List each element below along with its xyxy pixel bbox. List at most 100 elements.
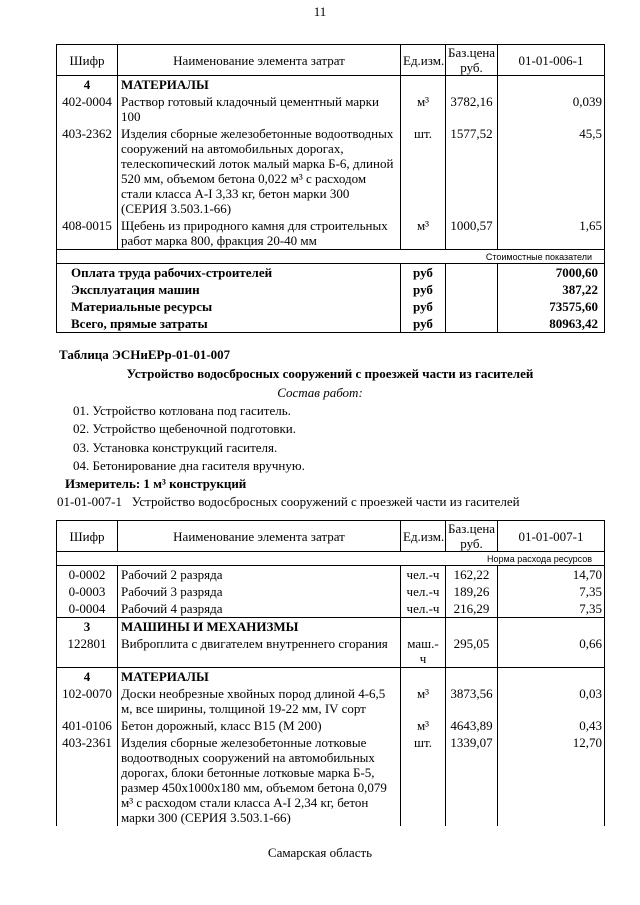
resource-price: 3782,16 — [445, 93, 498, 125]
section-code: 3 — [56, 617, 118, 635]
resource-unit: м³ — [400, 717, 446, 734]
resource-unit: м³ — [400, 685, 446, 717]
norm-code: 01-01-007-1 — [57, 494, 122, 509]
resource-price: 4643,89 — [445, 717, 498, 734]
price-cell — [445, 617, 498, 635]
total-value: 7000,60 — [497, 263, 605, 281]
header-name: Наименование элемента затрат — [117, 520, 401, 552]
resource-qty: 0,03 — [497, 685, 605, 717]
resource-code: 408-0015 — [56, 217, 118, 250]
table-row: 0-0004 Рабочий 4 разряда чел.-ч 216,29 7,35 — [56, 600, 605, 618]
total-row: Всего, прямые затраты руб 80963,42 — [56, 315, 605, 333]
resource-price: 1000,57 — [445, 217, 498, 250]
unit-cell — [400, 667, 446, 685]
resource-name: Изделия сборные железобетонные лотковые … — [117, 734, 401, 826]
resource-name: Доски необрезные хвойных пород длиной 4-… — [117, 685, 401, 717]
resource-qty: 0,43 — [497, 717, 605, 734]
total-unit: руб — [400, 315, 446, 333]
resource-qty: 14,70 — [497, 565, 605, 583]
resource-qty: 0,039 — [497, 93, 605, 125]
caption-row: Стоимостные показатели — [56, 249, 605, 264]
header-norm: 01-01-006-1 — [497, 44, 605, 76]
resource-code: 403-2362 — [56, 125, 118, 217]
table-row: 0-0003 Рабочий 3 разряда чел.-ч 189,26 7,35 — [56, 583, 605, 600]
total-value: 80963,42 — [497, 315, 605, 333]
norm-line: 01-01-007-1 Устройство водосбросных соор… — [57, 494, 520, 510]
total-unit: руб — [400, 281, 446, 298]
resource-price: 3873,56 — [445, 685, 498, 717]
total-row: Материальные ресурсы руб 73575,60 — [56, 298, 605, 315]
header-unit: Ед.изм. — [400, 520, 446, 552]
section-name: МАШИНЫ И МЕХАНИЗМЫ — [117, 617, 401, 635]
measure: Измеритель: 1 м³ конструкций — [65, 476, 247, 491]
norm-name: Устройство водосбросных сооружений с про… — [131, 494, 520, 509]
resource-qty: 0,66 — [497, 635, 605, 668]
resource-name: Изделия сборные железобетонные водоотвод… — [117, 125, 401, 217]
total-row: Оплата труда рабочих-строителей руб 7000,6… — [56, 263, 605, 281]
resource-qty: 45,5 — [497, 125, 605, 217]
resource-name: Щебень из природного камня для строитель… — [117, 217, 401, 250]
resource-table-006: Шифр Наименование элемента затрат Ед.изм… — [56, 44, 605, 333]
resource-name: Виброплита с двигателем внутреннего сгор… — [117, 635, 401, 668]
resource-name: Рабочий 4 разряда — [117, 600, 401, 618]
resource-table-007: Шифр Наименование элемента затрат Ед.изм… — [56, 520, 605, 826]
works-heading: Состав работ: — [277, 385, 363, 400]
resource-qty: 7,35 — [497, 600, 605, 618]
resource-code: 0-0004 — [56, 600, 118, 618]
resource-price: 216,29 — [445, 600, 498, 618]
page-number: 11 — [313, 4, 327, 19]
total-unit: руб — [400, 263, 446, 281]
table-row: 403-2362 Изделия сборные железобетонные в… — [56, 125, 605, 217]
resource-name: Бетон дорожный, класс В15 (М 200) — [117, 717, 401, 734]
resource-code: 0-0002 — [56, 565, 118, 583]
section-title: Устройство водосбросных сооружений с про… — [126, 366, 534, 381]
caption-row: Норма расхода ресурсов — [56, 551, 605, 566]
work-item: 01. Устройство котлована под гаситель. — [73, 403, 291, 418]
price-cell — [445, 667, 498, 685]
table-header: Шифр Наименование элемента затрат Ед.изм… — [56, 44, 605, 76]
table-row: 402-0004 Раствор готовый кладочный цемент… — [56, 93, 605, 125]
header-price: Баз.цена руб. — [445, 520, 498, 552]
table-row: 102-0070 Доски необрезные хвойных пород д… — [56, 685, 605, 717]
total-name: Всего, прямые затраты — [56, 315, 401, 333]
resource-qty: 12,70 — [497, 734, 605, 826]
section-row: 4 МАТЕРИАЛЫ — [56, 667, 605, 685]
qty-cell — [497, 617, 605, 635]
unit-cell — [400, 75, 446, 93]
table-row: 0-0002 Рабочий 2 разряда чел.-ч 162,22 14,70 — [56, 565, 605, 583]
section-name: МАТЕРИАЛЫ — [117, 667, 401, 685]
caption-text: Норма расхода ресурсов — [56, 551, 605, 566]
qty-cell — [497, 75, 605, 93]
resource-code: 403-2361 — [56, 734, 118, 826]
work-item: 03. Установка конструкций гасителя. — [73, 440, 278, 455]
total-value: 73575,60 — [497, 298, 605, 315]
resource-unit: чел.-ч — [400, 583, 446, 600]
section-code: 4 — [56, 75, 118, 93]
price-cell — [445, 75, 498, 93]
section-row: 3 МАШИНЫ И МЕХАНИЗМЫ — [56, 617, 605, 635]
footer-region: Самарская область — [267, 845, 373, 860]
price-cell — [445, 263, 498, 281]
table-header: Шифр Наименование элемента затрат Ед.изм… — [56, 520, 605, 552]
section-code: 4 — [56, 667, 118, 685]
total-name: Оплата труда рабочих-строителей — [56, 263, 401, 281]
header-norm: 01-01-007-1 — [497, 520, 605, 552]
resource-unit: чел.-ч — [400, 565, 446, 583]
total-row: Эксплуатация машин руб 387,22 — [56, 281, 605, 298]
price-cell — [445, 298, 498, 315]
resource-unit: маш.-ч — [400, 635, 446, 668]
header-code: Шифр — [56, 44, 118, 76]
qty-cell — [497, 667, 605, 685]
price-cell — [445, 281, 498, 298]
resource-price: 162,22 — [445, 565, 498, 583]
table-label: Таблица ЭСНиЕРр-01-01-007 — [59, 347, 231, 362]
resource-price: 1339,07 — [445, 734, 498, 826]
table-row: 403-2361 Изделия сборные железобетонные л… — [56, 734, 605, 826]
resource-qty: 7,35 — [497, 583, 605, 600]
price-cell — [445, 315, 498, 333]
resource-price: 1577,52 — [445, 125, 498, 217]
header-unit: Ед.изм. — [400, 44, 446, 76]
table-row: 122801 Виброплита с двигателем внутреннег… — [56, 635, 605, 668]
resource-name: Раствор готовый кладочный цементный марк… — [117, 93, 401, 125]
resource-code: 402-0004 — [56, 93, 118, 125]
